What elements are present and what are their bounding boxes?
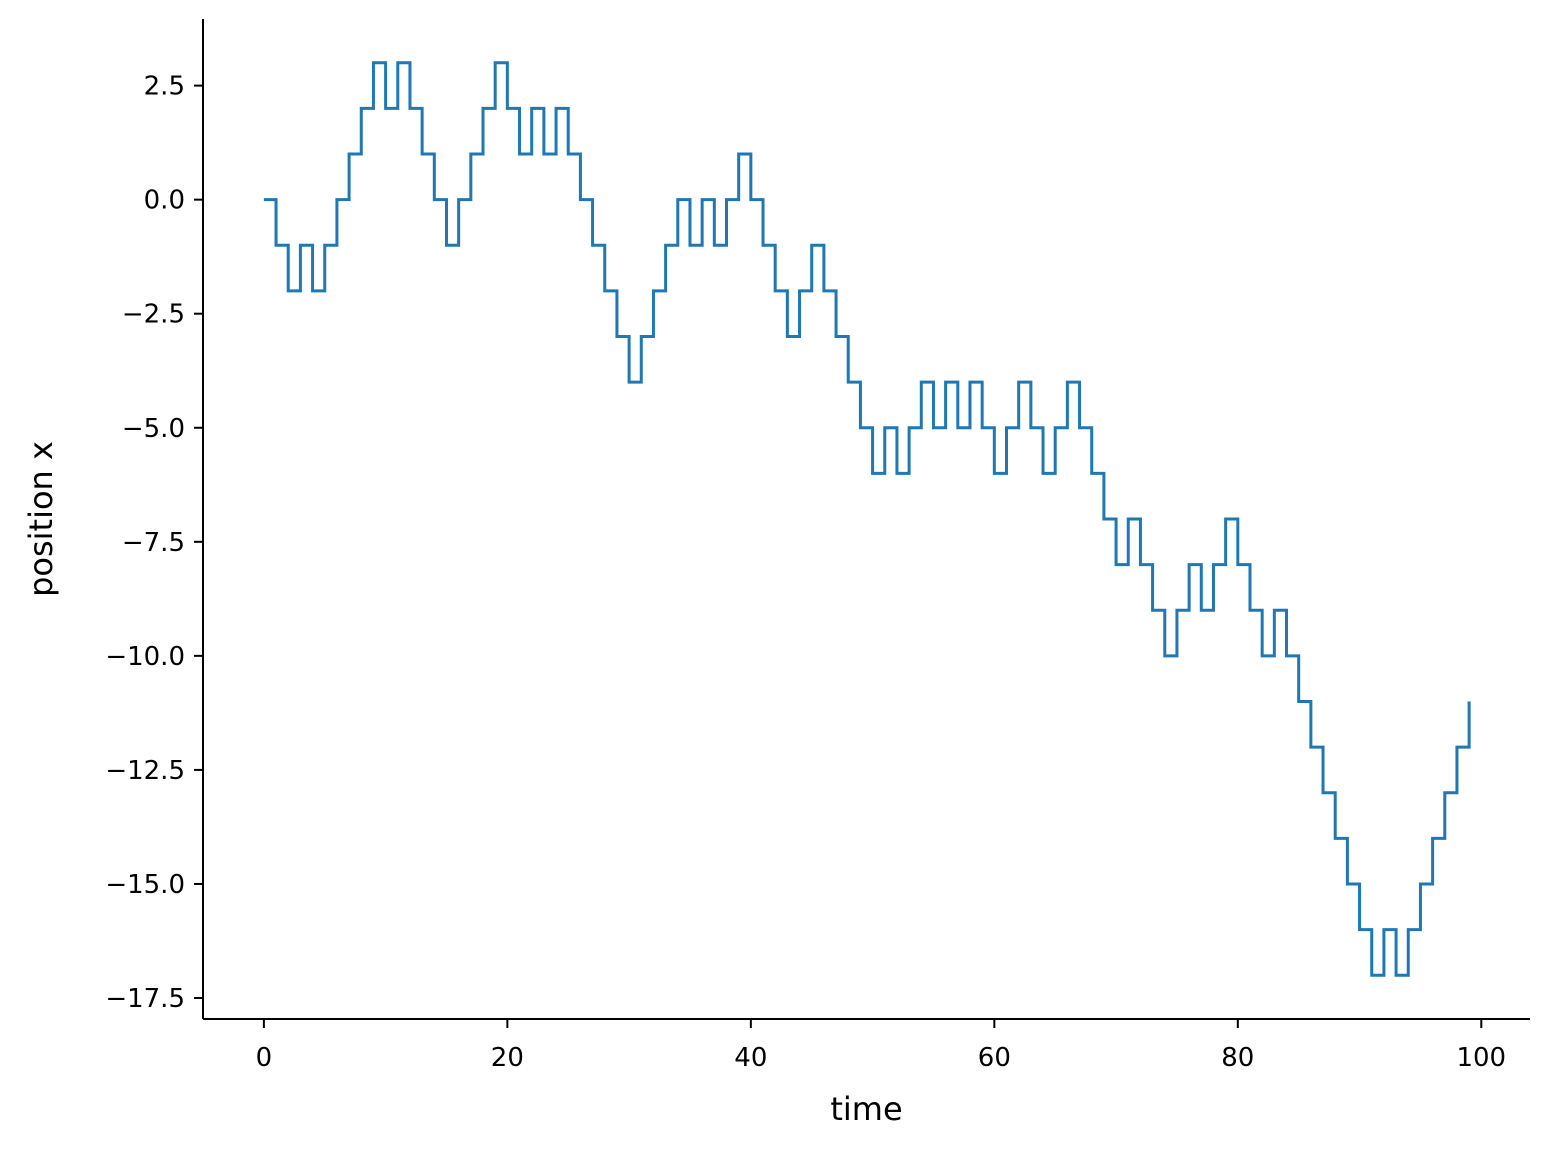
x-tick-label: 0 (256, 1043, 273, 1073)
y-axis-label: position x (22, 441, 60, 597)
x-axis-ticks: 0 20 40 60 80 100 (256, 1019, 1506, 1073)
y-tick-label: −17.5 (105, 984, 185, 1014)
x-tick-label: 40 (734, 1043, 767, 1073)
y-tick-label: −2.5 (122, 300, 185, 330)
y-tick-label: 0.0 (144, 186, 185, 216)
y-tick-label: −7.5 (122, 528, 185, 558)
x-tick-label: 100 (1456, 1043, 1506, 1073)
x-tick-label: 60 (978, 1043, 1011, 1073)
y-tick-label: 2.5 (144, 72, 185, 102)
y-axis-ticks: 2.5 0.0 −2.5 −5.0 −7.5 −10.0 −12.5 −15.0 −17.5 (105, 72, 203, 1014)
x-axis-label: time (830, 1090, 902, 1128)
x-tick-label: 80 (1221, 1043, 1254, 1073)
series-line (263, 61, 1471, 977)
y-tick-label: −12.5 (105, 756, 185, 786)
x-tick-label: 20 (491, 1043, 524, 1073)
y-tick-label: −5.0 (122, 414, 185, 444)
y-tick-label: −10.0 (105, 642, 185, 672)
y-tick-label: −15.0 (105, 870, 185, 900)
